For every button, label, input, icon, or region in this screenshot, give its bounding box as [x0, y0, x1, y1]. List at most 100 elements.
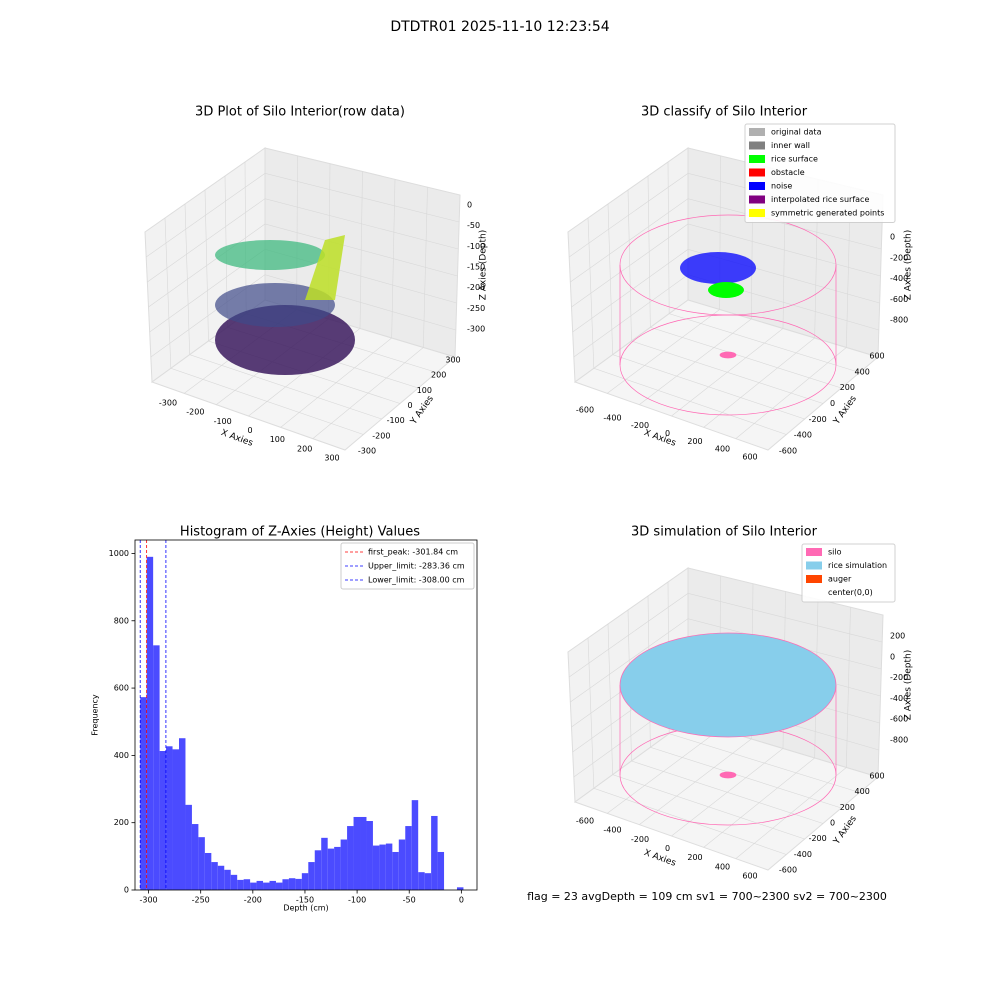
silo-decoration [619, 214, 837, 416]
legend-label: interpolated rice surface [771, 195, 869, 204]
pane-grid [147, 198, 459, 283]
z-tick-label: -100 [467, 242, 485, 251]
bar [256, 880, 264, 890]
axis-label: Z Axies (Depth) [904, 650, 914, 721]
legend-swatch [749, 141, 765, 150]
y-axis-label: Frequency [91, 694, 100, 736]
legend-label: inner wall [771, 141, 810, 150]
bar [418, 872, 425, 890]
x-tick-label: -200 [631, 421, 649, 430]
y-tick-label: 200 [840, 803, 855, 812]
pane-grid [568, 593, 883, 678]
bar [353, 816, 361, 890]
bar [308, 862, 315, 890]
bar [243, 879, 251, 890]
legend-label: Lower_limit: -308.00 cm [368, 576, 465, 585]
legend-swatch [806, 561, 822, 570]
bar [360, 816, 367, 890]
bar [321, 837, 328, 890]
bar [269, 880, 276, 890]
y-tick-label: 100 [417, 386, 432, 395]
x-tick-label: 0 [665, 844, 670, 853]
legend-swatch [749, 209, 765, 217]
z-tick-label: -800 [890, 736, 908, 745]
x-tick-label: 100 [270, 435, 285, 444]
bar [153, 645, 160, 890]
bar [224, 869, 231, 890]
bar [250, 882, 257, 890]
z-tick-label: -200 [890, 253, 908, 262]
z-tick-label: 200 [890, 632, 905, 641]
scatter-decoration [215, 235, 355, 375]
bar [217, 865, 225, 890]
pane-grid [667, 161, 860, 373]
chart-title: 3D simulation of Silo Interior [631, 525, 818, 540]
bar [314, 850, 322, 890]
y-tick-label: -100 [387, 416, 405, 425]
x-tick-label: -200 [631, 835, 649, 844]
x-tick-label: -100 [214, 417, 232, 426]
x-tick-label: 200 [687, 437, 702, 446]
bar [263, 882, 270, 890]
legend-label: noise [771, 182, 792, 191]
x-tick-label: 300 [324, 454, 339, 463]
z-tick-label: 0 [890, 233, 895, 242]
bar [327, 848, 335, 890]
bar [172, 749, 180, 890]
bar [405, 826, 412, 890]
y-tick-label: -600 [779, 447, 797, 456]
chart-title: 3D classify of Silo Interior [641, 105, 808, 120]
legend-swatch [806, 548, 822, 556]
x-tick-label: -400 [603, 826, 621, 835]
y-tick-label: 600 [869, 772, 884, 781]
legend-label: Upper_limit: -283.36 cm [368, 562, 465, 571]
pane-grid [735, 187, 851, 439]
y-tick-label: 200 [114, 818, 129, 827]
bar [198, 837, 205, 890]
y-tick-label: 200 [840, 383, 855, 392]
bar [334, 846, 341, 890]
bar [275, 882, 283, 890]
z-tick-label: -800 [890, 316, 908, 325]
legend-label: rice surface [771, 155, 818, 164]
axis-label: Y Axies [831, 394, 859, 427]
bar [392, 851, 399, 890]
x-tick-label: -600 [576, 817, 594, 826]
bar [237, 879, 244, 890]
bar [179, 738, 186, 890]
legend-label: original data [771, 128, 822, 137]
y-tick-label: -400 [794, 431, 812, 440]
x-tick-label: 400 [715, 445, 730, 454]
axis-label: X Axies [642, 848, 677, 869]
pane-grid [145, 173, 460, 258]
x-tick-label: -300 [139, 896, 157, 905]
y-tick-label: -200 [809, 834, 827, 843]
chart-title: Histogram of Z-Axies (Height) Values [180, 525, 420, 540]
z-tick-label: 0 [467, 201, 472, 210]
z-tick-label: -250 [467, 304, 485, 313]
axis-label: Z Axies (Depth) [904, 230, 914, 301]
x-tick-label: 400 [715, 862, 730, 871]
axis-label: Y Axies [831, 814, 859, 847]
x-tick-label: -400 [603, 413, 621, 422]
legend-label: auger [828, 575, 852, 584]
x-tick-label: -250 [192, 896, 210, 905]
z-tick-label: 0 [890, 652, 895, 661]
bar [411, 800, 419, 890]
pane-grid [667, 581, 860, 793]
bar [288, 878, 296, 890]
y-tick-label: 400 [114, 751, 129, 760]
y-tick-label: 600 [114, 684, 129, 693]
bar [211, 862, 218, 890]
bar [347, 826, 354, 890]
legend-label: center(0,0) [828, 588, 873, 597]
x-tick-label: -150 [296, 896, 314, 905]
z-tick-label: -400 [890, 274, 908, 283]
bar [340, 839, 348, 890]
bar [295, 878, 302, 890]
z-tick-label: -200 [890, 673, 908, 682]
legend-swatch [749, 128, 765, 136]
axis-label: Z Axies (Depth) [479, 230, 489, 301]
x-tick-label: 0 [665, 429, 670, 438]
bar [456, 887, 464, 890]
